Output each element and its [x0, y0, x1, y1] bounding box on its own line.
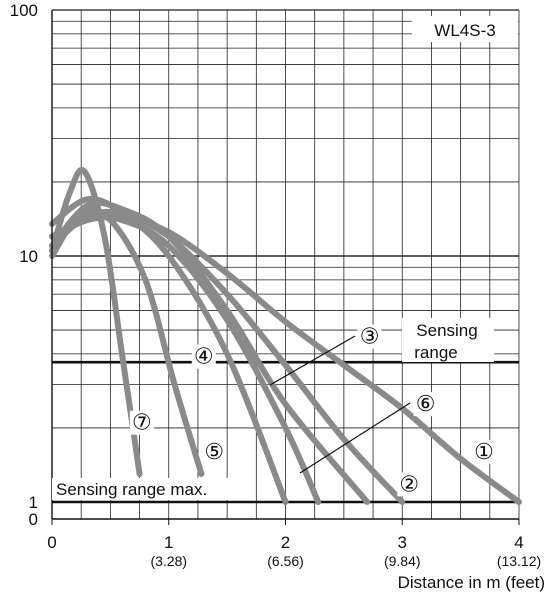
sensing-range-max-label: Sensing range max. [56, 480, 207, 499]
marker-bg [357, 324, 382, 349]
series-marker-label: ③ [360, 324, 380, 349]
series-curve-2 [49, 208, 406, 505]
sensing-range-label-bg [402, 318, 494, 362]
series-curve-7 [49, 167, 143, 477]
series-marker-label: ⑥ [416, 391, 436, 416]
leader-line-2 [299, 402, 411, 474]
x-tick-label: 3 [398, 533, 407, 552]
marker-bg [129, 410, 154, 435]
marker-bg [397, 472, 422, 497]
series-curve-3 [49, 214, 322, 505]
series-marker-label: ④ [194, 344, 214, 369]
grid [51, 9, 520, 520]
leader-line-1 [269, 335, 356, 386]
series-markers: ① ② ③ ④ ⑤ ⑥ ⑦ [129, 324, 496, 497]
series-marker-label: ⑦ [132, 410, 152, 435]
series-marker-label: ① [474, 439, 494, 464]
leader-lines [269, 335, 411, 474]
x-tick-label: 2 [281, 533, 290, 552]
x-tick-label: 0 [47, 533, 56, 552]
y-tick-label-zero: 0 [29, 510, 38, 529]
x-tick-sublabel: (6.56) [267, 553, 304, 569]
y-tick-label: 1 [29, 493, 38, 512]
y-tick-label: 10 [19, 247, 38, 266]
series-marker-label: ⑤ [204, 439, 224, 464]
x-tick-label: 1 [164, 533, 173, 552]
marker-bg [191, 344, 216, 369]
x-tick-sublabel: (9.84) [384, 553, 421, 569]
marker-bg [471, 439, 496, 464]
title-box-bg [412, 16, 518, 42]
x-tick-sublabel: (13.12) [497, 553, 541, 569]
series-marker-label: ② [399, 471, 419, 496]
chart-title: WL4S-3 [434, 21, 495, 40]
chart-title-box: WL4S-3 [412, 16, 518, 42]
y-tick-label: 100 [10, 1, 38, 20]
sensing-range-label-line1: Sensing [416, 321, 477, 340]
x-tick-label: 4 [514, 533, 523, 552]
series-curve-4 [49, 195, 289, 505]
sensing-range-label-line2: range [414, 343, 457, 362]
sensing-range-max-label-bg [52, 478, 238, 500]
x-tick-sublabel: (3.28) [150, 553, 187, 569]
x-axis-label: Distance in m (feet) [398, 573, 545, 592]
marker-bg [413, 392, 438, 417]
marker-bg [202, 439, 227, 464]
annotations: Sensing range Sensing range max. [52, 318, 494, 500]
series-group [49, 167, 522, 505]
series-curve-6 [49, 199, 371, 505]
